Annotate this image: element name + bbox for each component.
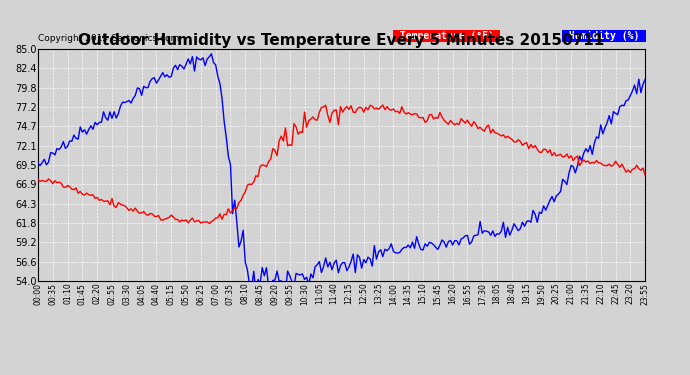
Text: Humidity (%): Humidity (%) <box>563 31 645 40</box>
Text: Temperature (°F): Temperature (°F) <box>394 31 500 40</box>
Text: Copyright 2015 Cartronics.com: Copyright 2015 Cartronics.com <box>38 34 179 43</box>
Title: Outdoor Humidity vs Temperature Every 5 Minutes 20150711: Outdoor Humidity vs Temperature Every 5 … <box>79 33 604 48</box>
